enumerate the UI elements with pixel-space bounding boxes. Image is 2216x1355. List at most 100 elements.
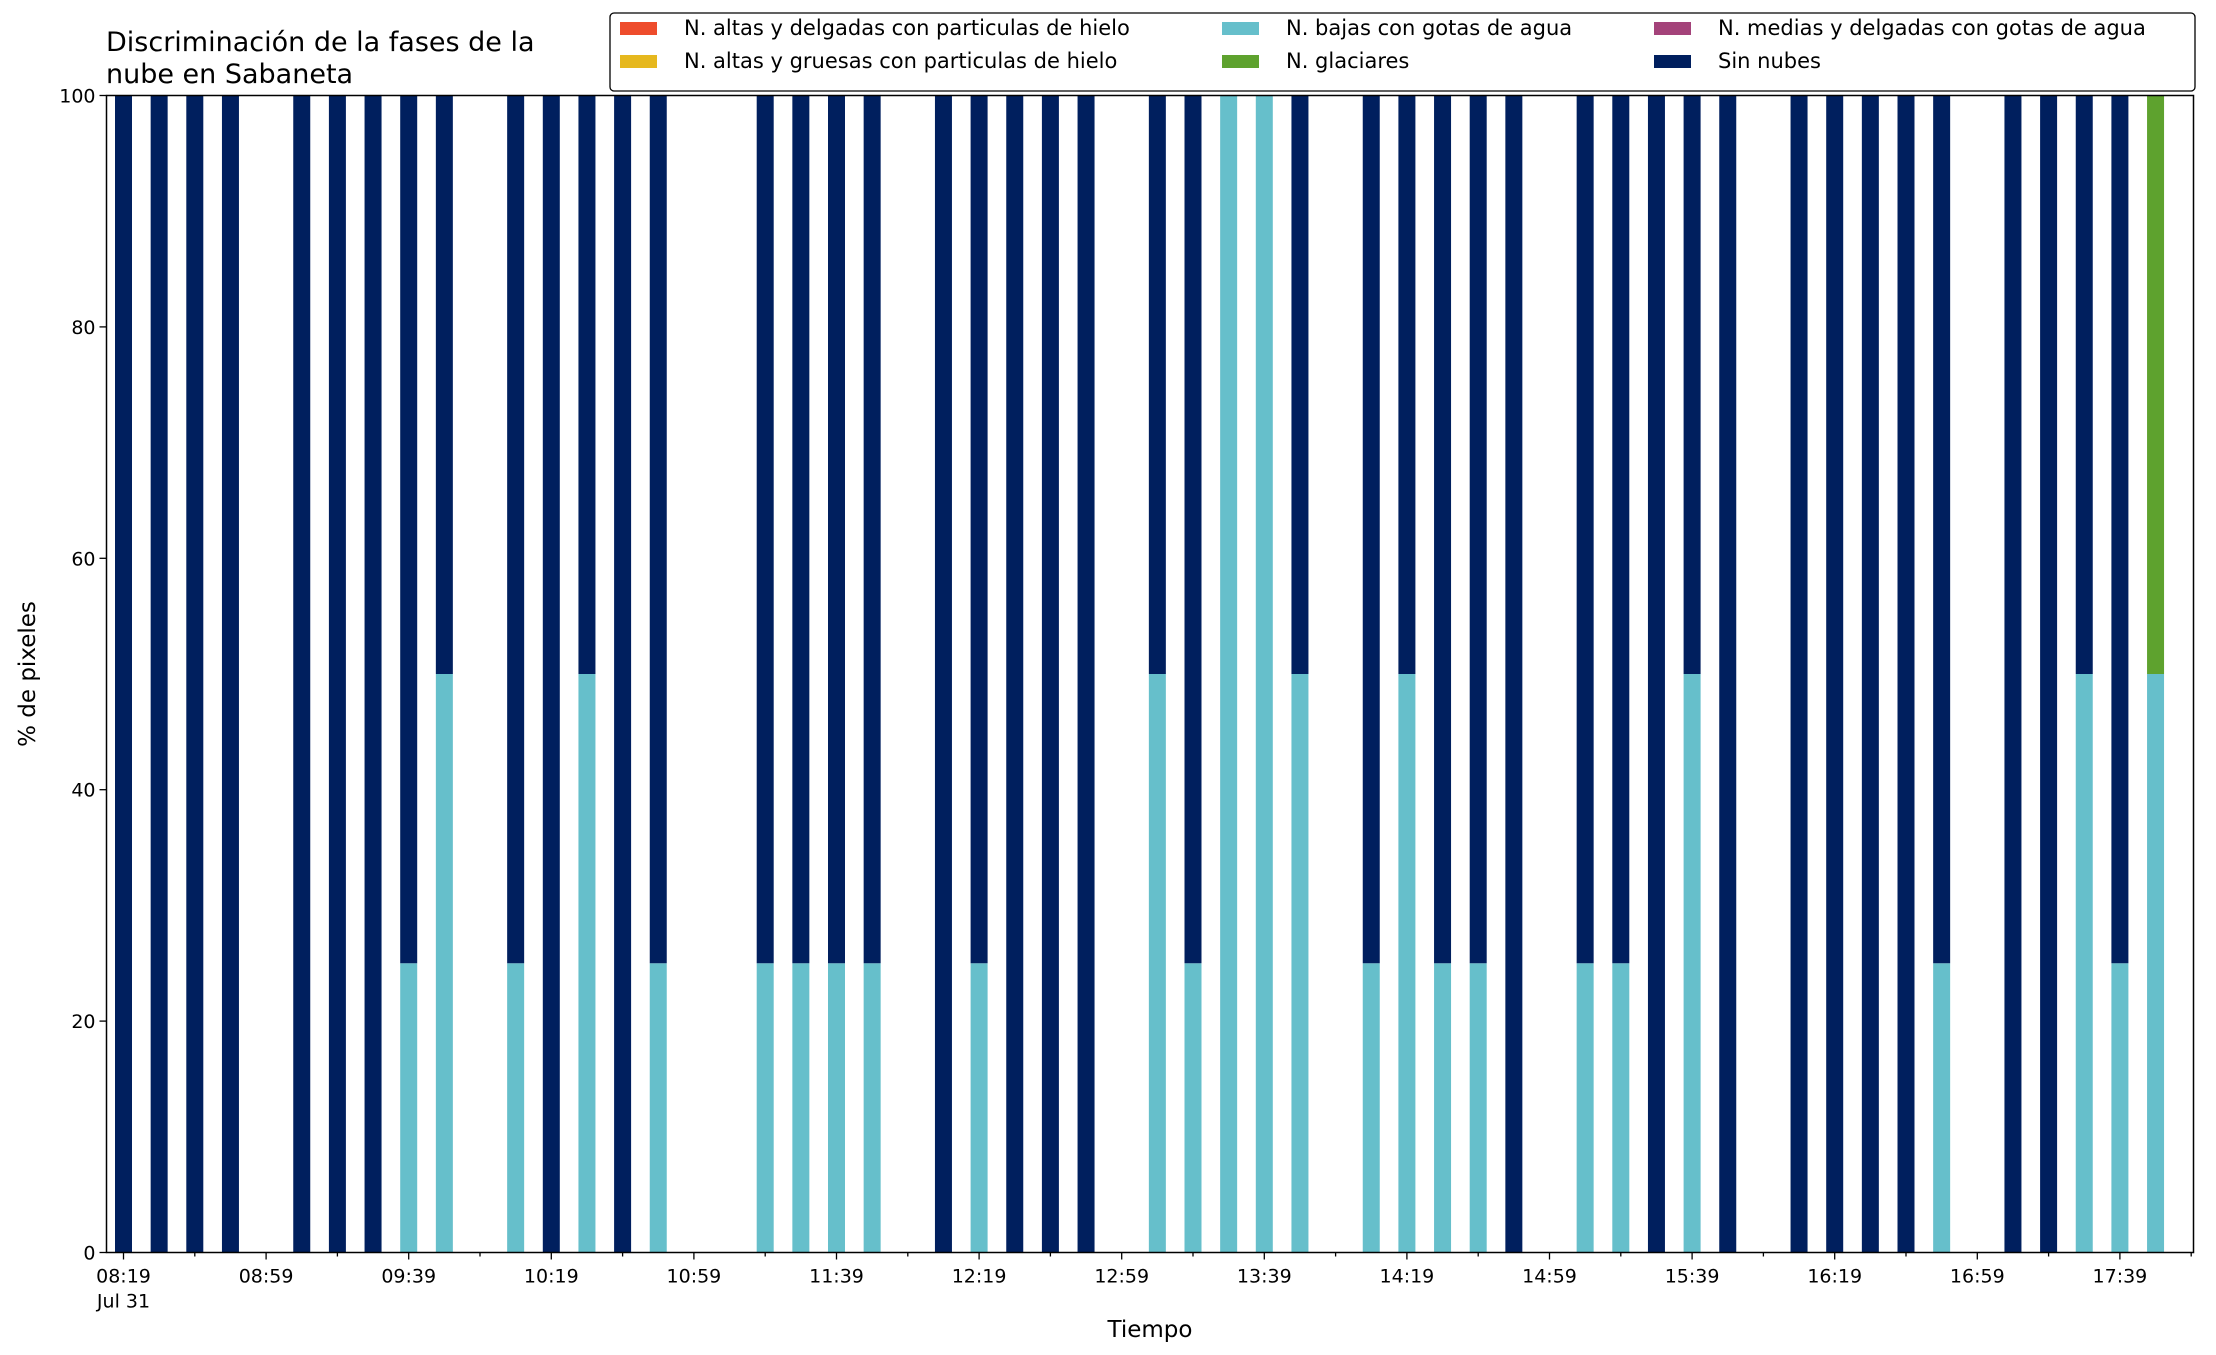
bar-segment-31-series-6: [1434, 95, 1452, 964]
bar-segment-12-series-3: [578, 674, 596, 1253]
x-tick-label-1: 08:19: [96, 1266, 151, 1288]
bar-segment-10-series-3: [507, 963, 525, 1253]
bar-segment-30-series-6: [1398, 95, 1416, 674]
x-tick-label-12: 15:39: [1665, 1266, 1720, 1288]
legend-swatch-1: [620, 22, 657, 35]
bar-segment-10-series-6: [507, 95, 525, 964]
bar-segment-21-series-6: [1006, 95, 1024, 1253]
x-tick-label-7: 12:19: [952, 1266, 1007, 1288]
y-tick-label-0: 0: [83, 1243, 95, 1265]
bar-segment-4-series-6: [221, 95, 239, 1253]
bar-segment-16-series-3: [792, 963, 810, 1253]
plot-frame: [105, 94, 2195, 1254]
y-tick-label-80: 80: [71, 317, 95, 339]
bar-segment-11-series-6: [542, 95, 560, 1253]
legend-frame: [609, 12, 2196, 92]
x-axis: 08:19 08:59 09:39 10:19 10:59 11:39 12:19 12:59…: [96, 1252, 2192, 1313]
bar-segment-17-series-6: [828, 95, 845, 964]
bar-segment-42-series-6: [1897, 95, 1915, 1253]
x-tick-label-8: 12:59: [1094, 1266, 1149, 1288]
bar-segment-34-series-6: [1576, 95, 1594, 964]
bar-segment-24-series-6: [1148, 95, 1166, 674]
bar-segment-37-series-6: [1683, 95, 1701, 674]
bar-segment-14-series-3: [649, 963, 667, 1253]
bar-segment-14-series-6: [649, 95, 667, 964]
bar-segment-20-series-6: [970, 95, 988, 964]
x-tick-label-5: 10:59: [667, 1266, 722, 1288]
bar-segment-31-series-3: [1434, 963, 1452, 1253]
bar-segment-32-series-3: [1469, 963, 1487, 1253]
y-tick-label-100: 100: [59, 86, 95, 108]
bar-segment-23-series-6: [1077, 95, 1095, 1253]
bar-segment-29-series-6: [1362, 95, 1380, 964]
bar-segment-34-series-3: [1576, 963, 1594, 1253]
bar-segment-48-series-3: [2147, 674, 2165, 1253]
bar-segment-38-series-6: [1719, 95, 1737, 1253]
bar-segment-8-series-3: [400, 963, 418, 1253]
x-tick-label-3: 09:39: [381, 1266, 436, 1288]
bar-segment-46-series-6: [2075, 95, 2093, 674]
legend: N. altas y delgadas con particulas de hi…: [609, 12, 2196, 92]
x-tick-label-6: 11:39: [809, 1266, 864, 1288]
bar-segment-41-series-6: [1861, 95, 1879, 1253]
chart-title: Discriminación de la fases de la nube en…: [106, 27, 535, 90]
bar-segment-30-series-3: [1398, 674, 1416, 1253]
legend-label-2: N. altas y gruesas con particulas de hie…: [684, 49, 1117, 73]
bar-segment-24-series-3: [1148, 674, 1166, 1253]
bar-segment-45-series-6: [2040, 95, 2058, 1253]
legend-label-6: Sin nubes: [1718, 49, 1821, 73]
bar-segment-13-series-6: [614, 95, 632, 1253]
x-tick-label-14: 16:59: [1950, 1266, 2005, 1288]
y-axis: 0 20 40 60 80 100: [59, 86, 107, 1265]
bar-segment-2-series-6: [150, 95, 168, 1253]
x-tick-label-15: 17:39: [2093, 1266, 2148, 1288]
bar-segment-48-series-4: [2147, 95, 2165, 674]
bar-segment-25-series-3: [1184, 963, 1202, 1253]
x-axis-label: Tiempo: [1107, 1317, 1193, 1343]
bar-segment-22-series-6: [1041, 95, 1059, 1253]
bar-segment-17-series-3: [828, 963, 845, 1253]
y-tick-label-40: 40: [71, 780, 95, 802]
x-tick-label-4: 10:19: [524, 1266, 579, 1288]
legend-swatch-3: [1222, 22, 1259, 35]
legend-swatch-2: [620, 55, 657, 68]
bar-segment-15-series-6: [756, 95, 774, 964]
bars-layer: [115, 95, 2165, 1253]
bar-segment-16-series-6: [792, 95, 810, 964]
bar-segment-28-series-3: [1291, 674, 1309, 1253]
bar-segment-32-series-6: [1469, 95, 1487, 964]
bar-segment-27-series-3: [1255, 95, 1273, 1253]
bar-segment-18-series-6: [863, 95, 881, 964]
x-tick-label-9: 13:39: [1237, 1266, 1292, 1288]
x-tick-label-10: 14:19: [1380, 1266, 1435, 1288]
bar-segment-29-series-3: [1362, 963, 1380, 1253]
bar-segment-6-series-6: [328, 95, 346, 1253]
bar-segment-19-series-6: [934, 95, 952, 1253]
bar-segment-20-series-3: [970, 963, 988, 1253]
y-axis-label: % de pixeles: [15, 601, 41, 747]
bar-segment-1-series-6: [115, 95, 132, 1253]
legend-swatch-6: [1654, 55, 1691, 68]
bar-segment-9-series-3: [435, 674, 453, 1253]
legend-label-1: N. altas y delgadas con particulas de hi…: [684, 16, 1130, 40]
legend-label-3: N. bajas con gotas de agua: [1286, 16, 1572, 40]
bar-segment-37-series-3: [1683, 674, 1701, 1253]
bar-segment-8-series-6: [400, 95, 418, 964]
bar-segment-15-series-3: [756, 963, 774, 1253]
bar-segment-18-series-3: [863, 963, 881, 1253]
bar-segment-12-series-6: [578, 95, 596, 674]
bar-segment-5-series-6: [293, 95, 311, 1253]
bar-segment-40-series-6: [1826, 95, 1844, 1253]
x-tick-label-2: 08:59: [239, 1266, 294, 1288]
y-tick-label-60: 60: [71, 548, 95, 570]
legend-swatch-5: [1654, 22, 1691, 35]
chart-title-line-1: Discriminación de la fases de la: [106, 27, 535, 58]
bar-segment-9-series-6: [435, 95, 453, 674]
bar-segment-47-series-6: [2111, 95, 2129, 964]
bar-segment-35-series-6: [1612, 95, 1630, 964]
legend-label-5: N. medias y delgadas con gotas de agua: [1718, 16, 2146, 40]
bar-segment-47-series-3: [2111, 963, 2129, 1253]
bar-segment-43-series-3: [1933, 963, 1951, 1253]
bar-segment-36-series-6: [1647, 95, 1665, 1253]
